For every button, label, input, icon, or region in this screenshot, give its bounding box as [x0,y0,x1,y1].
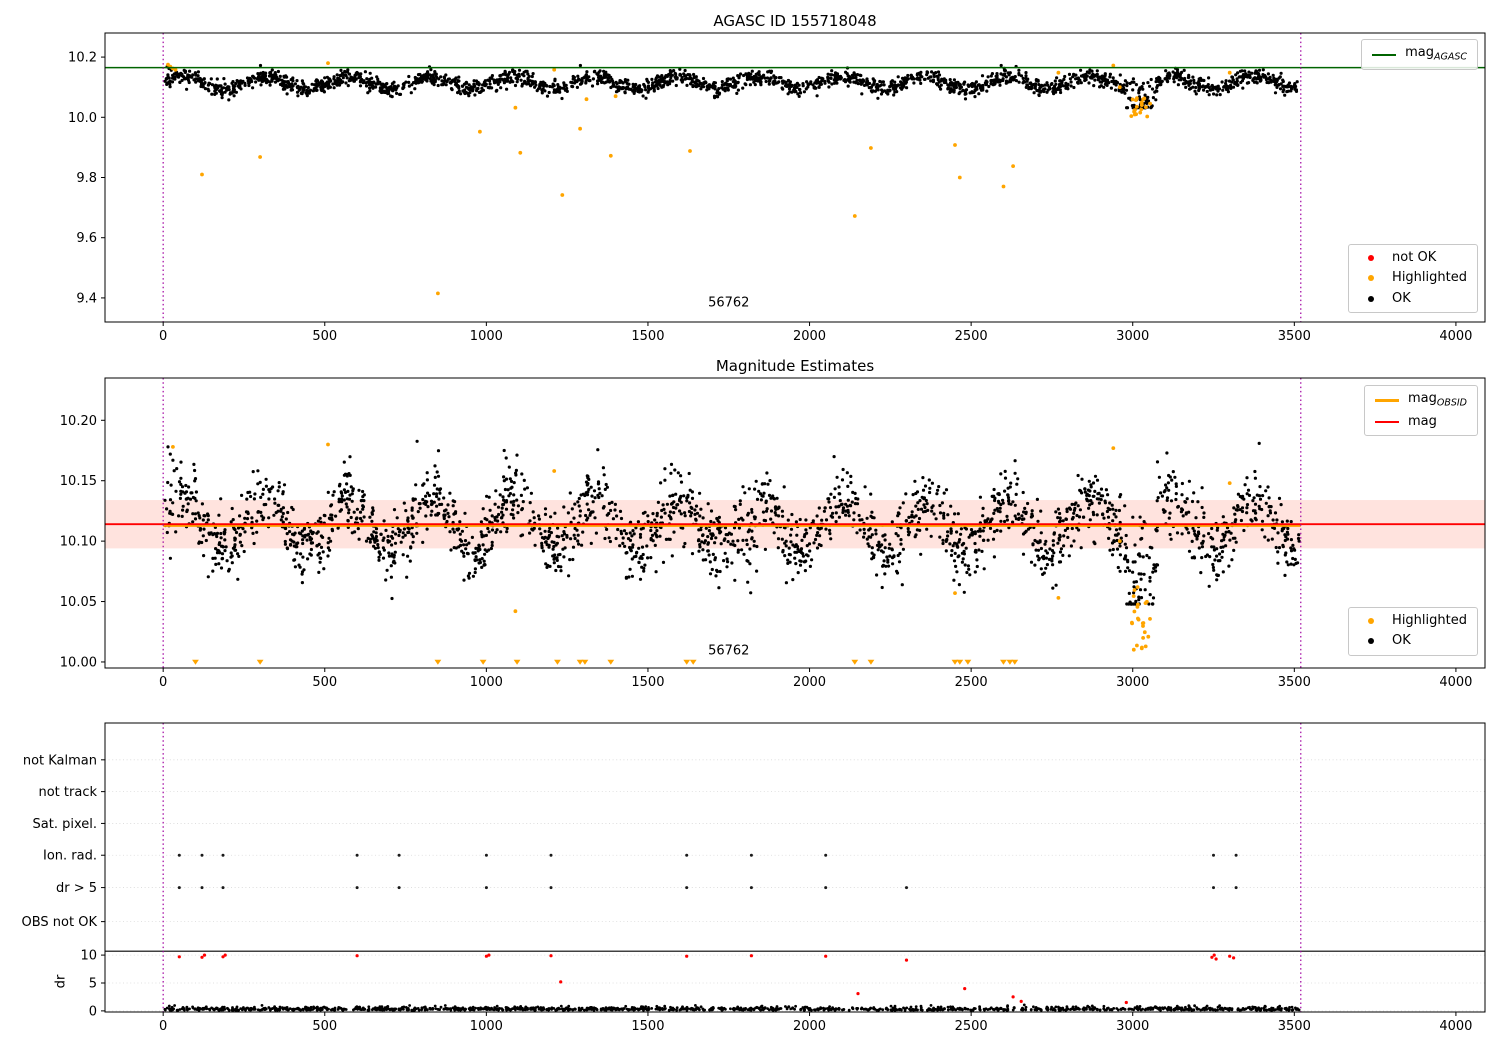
series-not-ok-dr [177,953,1236,1005]
legend-label-not-ok: not OK [1392,250,1437,265]
svg-text:10.0: 10.0 [68,111,97,126]
legend-label-ok: OK [1392,290,1411,306]
legend-label-mag-obsid: magOBSID [1407,391,1467,409]
svg-text:0: 0 [159,329,167,344]
plot-agasc-mags: 56762 0 500 1000 1500 2000 2500 3000 3500 4000 9.4… [68,32,1486,344]
series-OK [163,439,1301,606]
black-dot-swatch-icon [1368,295,1375,302]
orange-dot-swatch-icon [1368,275,1375,282]
series-OK [163,63,1299,110]
svg-text:9.8: 9.8 [76,171,97,186]
black-dot-swatch-icon [1368,638,1375,645]
svg-text:9.4: 9.4 [76,291,97,306]
svg-text:500: 500 [312,329,337,344]
legend-plot1-status: not OK Highlighted OK [1348,244,1478,313]
legend-label-mag: mag [1407,414,1437,430]
legend-item-mag: mag [1374,414,1467,430]
svg-text:10.05: 10.05 [60,595,97,610]
plot-magnitude-estimates: 56762 0 500 1000 1500 2000 2500 3000 3500 4000 10.… [60,377,1486,690]
svg-text:0: 0 [159,675,167,690]
plot1-title: AGASC ID 155718048 [713,12,877,30]
svg-text:4000: 4000 [1439,329,1472,344]
dr-axis-label: dr [53,974,69,989]
plot2-title: Magnitude Estimates [715,357,875,375]
series-ion-rad-flags [177,853,1238,857]
orange-line-swatch-icon [1374,399,1399,403]
legend-plot2-status: Highlighted OK [1348,607,1478,656]
legend-item-mag-agasc: magAGASC [1372,45,1467,63]
svg-text:1500: 1500 [631,329,664,344]
legend-item-not-ok: not OK [1359,250,1467,265]
svg-text:10.15: 10.15 [60,474,97,489]
red-line-swatch-icon [1374,421,1399,424]
legend-label-mag-agasc: magAGASC [1405,45,1467,63]
svg-text:3000: 3000 [1116,675,1149,690]
svg-text:1500: 1500 [631,675,664,690]
svg-text:10.10: 10.10 [60,535,97,550]
svg-text:1000: 1000 [470,675,503,690]
svg-text:3500: 3500 [1278,329,1311,344]
svg-text:9.6: 9.6 [76,231,97,246]
series-Highlighted [171,442,1232,652]
legend-item-mag-obsid: magOBSID [1374,391,1467,409]
svg-text:10.00: 10.00 [60,655,97,670]
svg-text:56762: 56762 [708,295,749,310]
red-dot-swatch-icon [1368,255,1375,262]
svg-text:3000: 3000 [1116,329,1149,344]
series-Highlighted [166,61,1232,296]
green-line-swatch-icon [1372,53,1397,56]
svg-text:2500: 2500 [955,329,988,344]
svg-text:500: 500 [312,675,337,690]
svg-text:1000: 1000 [470,329,503,344]
legend-item-highlighted-2: Highlighted [1359,613,1467,628]
svg-text:56762: 56762 [708,644,749,659]
svg-text:3500: 3500 [1278,675,1311,690]
orange-dot-swatch-icon [1368,618,1375,625]
series-Highlighted-low-triangles [192,659,1019,665]
svg-text:2500: 2500 [955,675,988,690]
svg-text:10.2: 10.2 [68,51,97,66]
svg-text:10.20: 10.20 [60,414,97,429]
legend-item-highlighted: Highlighted [1359,270,1467,286]
svg-text:4000: 4000 [1439,675,1472,690]
svg-text:2000: 2000 [793,329,826,344]
legend-item-ok-2: OK [1359,633,1467,649]
series-dr-values [163,1003,1301,1012]
legend-label-highlighted: Highlighted [1392,270,1467,286]
legend-label-ok-2: OK [1392,633,1411,649]
legend-mag-agasc: magAGASC [1361,39,1478,71]
svg-text:2000: 2000 [793,675,826,690]
legend-label-highlighted-2: Highlighted [1392,613,1467,628]
legend-item-ok: OK [1359,290,1467,306]
legend-mag-lines: magOBSID mag [1363,385,1478,437]
series-dr-gt-5-flags [177,886,1238,890]
